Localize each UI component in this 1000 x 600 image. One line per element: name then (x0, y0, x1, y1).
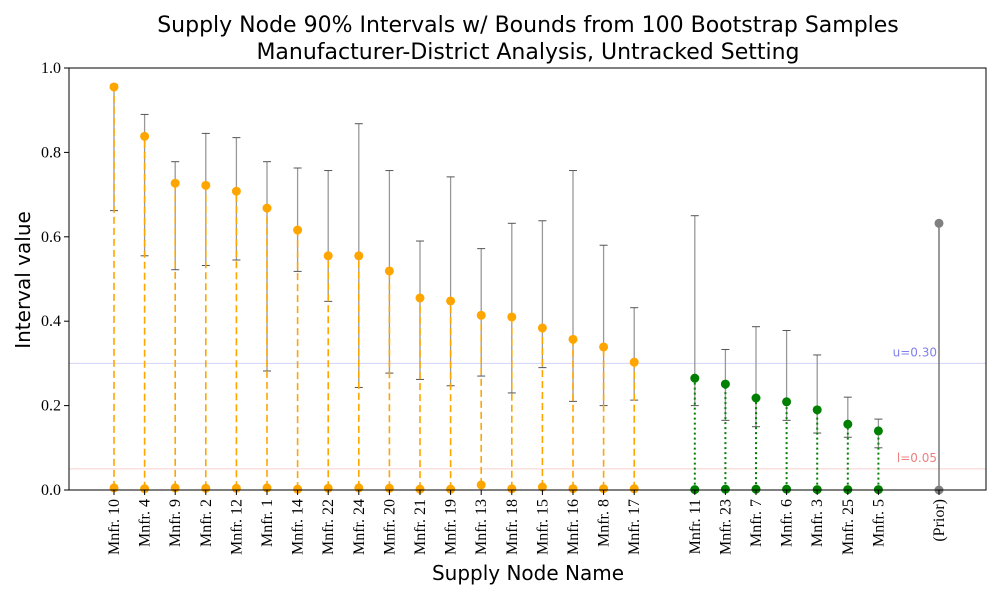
x-tick-label-mnfr-20: Mnfr. 20 (381, 499, 398, 555)
x-tick-label-mnfr-22: Mnfr. 22 (320, 499, 337, 555)
upper-point-mnfr-9 (170, 178, 180, 188)
lower-point-mnfr-19 (446, 484, 456, 494)
y-axis-label: Interval value (11, 211, 35, 349)
upper-point-mnfr-10 (109, 82, 119, 92)
x-tick-label-mnfr-21: Mnfr. 21 (412, 499, 429, 555)
upper-point-mnfr-20 (384, 266, 394, 276)
x-tick-label-mnfr-7: Mnfr. 7 (748, 499, 765, 547)
x-tick-label-mnfr-4: Mnfr. 4 (137, 499, 154, 547)
y-tick-label-1-0: 1.0 (41, 60, 61, 77)
lower-point-mnfr-17 (629, 484, 639, 494)
x-tick-label-mnfr-10: Mnfr. 10 (106, 499, 123, 555)
x-tick-label-mnfr-11: Mnfr. 11 (687, 499, 704, 554)
y-tick-label-0-2: 0.2 (41, 398, 61, 415)
lower-point-mnfr-12 (231, 483, 241, 493)
upper-point-mnfr-6 (782, 397, 792, 407)
upper-point-mnfr-19 (446, 296, 456, 306)
chart-subtitle: Manufacturer-District Analysis, Untracke… (256, 40, 799, 65)
lower-point-mnfr-4 (140, 484, 150, 494)
upper-point-mnfr-7 (751, 393, 761, 403)
x-tick-label-mnfr-13: Mnfr. 13 (473, 499, 490, 555)
upper-point-mnfr-23 (720, 379, 730, 389)
x-tick-label-mnfr-9: Mnfr. 9 (167, 499, 184, 547)
upper-point-mnfr-18 (507, 312, 517, 322)
x-tick-label-mnfr-2: Mnfr. 2 (198, 499, 215, 547)
lower-point-mnfr-18 (507, 484, 517, 494)
upper-point-mnfr-25 (843, 419, 853, 429)
x-tick-label-mnfr-3: Mnfr. 3 (809, 499, 826, 547)
lower-point-mnfr-23 (720, 484, 730, 494)
upper-point-mnfr-24 (354, 251, 364, 261)
upper-point-mnfr-15 (537, 323, 547, 333)
lower-point-mnfr-2 (201, 483, 211, 493)
x-tick-label-mnfr-12: Mnfr. 12 (228, 499, 245, 555)
lower-point-mnfr-6 (782, 484, 792, 494)
lower-point-mnfr-13 (476, 480, 486, 490)
y-tick-label-0-8: 0.8 (41, 144, 61, 161)
upper-point-mnfr-12 (231, 186, 241, 196)
upper-point-mnfr-22 (323, 251, 333, 261)
x-tick-label-mnfr-18: Mnfr. 18 (504, 499, 521, 555)
x-tick-label-mnfr-19: Mnfr. 19 (443, 499, 460, 555)
chart-title: Supply Node 90% Intervals w/ Bounds from… (157, 13, 899, 38)
y-tick-label-0-6: 0.6 (41, 229, 61, 246)
upper-point-mnfr-8 (599, 342, 609, 352)
upper-point-mnfr-17 (629, 357, 639, 367)
x-tick-label-mnfr-1: Mnfr. 1 (259, 499, 276, 547)
upper-point-mnfr-1 (262, 203, 272, 213)
upper-point-mnfr-5 (873, 426, 883, 436)
upper-point-mnfr-11 (690, 373, 700, 383)
lower-point-mnfr-16 (568, 484, 578, 494)
reference-label-u-0-30: u=0.30 (893, 345, 937, 359)
x-tick-label-mnfr-23: Mnfr. 23 (717, 499, 734, 555)
x-tick-label-mnfr-16: Mnfr. 16 (565, 499, 582, 555)
x-tick-label-mnfr-8: Mnfr. 8 (596, 499, 613, 547)
x-tick-label-mnfr-14: Mnfr. 14 (290, 499, 307, 555)
lower-point-mnfr-15 (537, 482, 547, 492)
x-axis: Mnfr. 10 Mnfr. 4 Mnfr. 9 Mnfr. 2 Mnfr. 12 Mnf… (106, 490, 948, 555)
upper-point-mnfr-4 (140, 131, 150, 141)
upper-point-mnfr-2 (201, 180, 211, 190)
lower-point-mnfr-22 (323, 483, 333, 493)
x-tick-label-mnfr-5: Mnfr. 5 (870, 499, 887, 547)
lower-point-mnfr-7 (751, 484, 761, 494)
upper-point-mnfr-14 (293, 225, 303, 235)
upper-point-mnfr-13 (476, 310, 486, 320)
lower-point-mnfr-20 (384, 483, 394, 493)
x-tick-label-mnfr-24: Mnfr. 24 (351, 499, 368, 555)
lower-point-mnfr-8 (599, 484, 609, 494)
x-axis-label: Supply Node Name (432, 561, 624, 585)
reference-lines: u=0.30 l=0.05 (69, 345, 986, 470)
upper-point-mnfr-21 (415, 293, 425, 303)
lower-point-mnfr-21 (415, 484, 425, 494)
x-tick-label-mnfr-25: Mnfr. 25 (840, 499, 857, 555)
y-axis: 0.0 0.2 0.4 0.6 0.8 1.0 (41, 60, 69, 499)
x-tick-label-mnfr-15: Mnfr. 15 (534, 499, 551, 555)
lower-point-mnfr-14 (293, 484, 303, 494)
upper-point-mnfr-16 (568, 334, 578, 344)
x-tick-label-mnfr-17: Mnfr. 17 (626, 499, 643, 555)
upper-point-mnfr-3 (812, 405, 822, 415)
y-tick-label-0-4: 0.4 (41, 313, 61, 330)
y-tick-label-0-0: 0.0 (41, 482, 61, 499)
reference-label-l-0-05: l=0.05 (897, 451, 937, 465)
upper-point-prior (934, 218, 944, 228)
x-tick-label-mnfr-6: Mnfr. 6 (779, 499, 796, 547)
plot-frame (68, 67, 987, 491)
interval-marks (109, 82, 944, 495)
x-tick-label-prior: (Prior) (931, 499, 948, 542)
